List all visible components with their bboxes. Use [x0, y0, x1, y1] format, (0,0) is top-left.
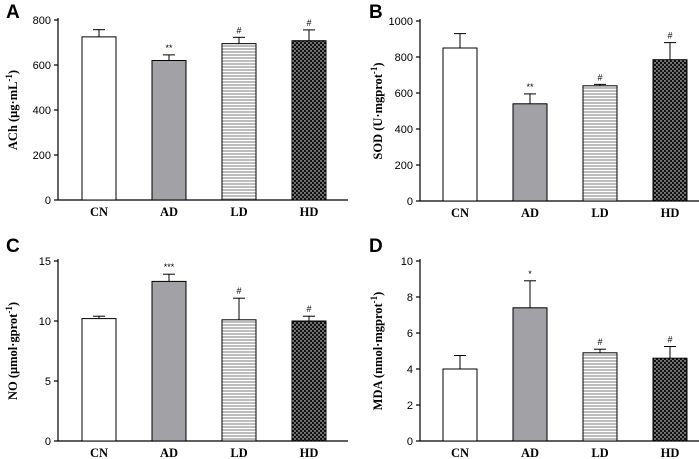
x-tick-label-a-cn: CN — [90, 205, 108, 219]
y-tick-label-c: 0 — [45, 436, 51, 448]
y-axis-label-b: SOD (U·mgprot-1) — [369, 62, 385, 159]
y-tick-label-c: 5 — [45, 376, 51, 388]
bar-d-cn — [442, 368, 478, 442]
bar-d-ad — [512, 307, 548, 442]
y-tick-label-b: 200 — [395, 160, 413, 172]
svg-text:ACh (μg·mL-1): ACh (μg·mL-1) — [4, 70, 20, 150]
bar-c-cn — [81, 318, 117, 442]
panel-letter-a: A — [6, 2, 20, 23]
significance-b-ld: # — [597, 72, 602, 82]
significance-d-ad: * — [528, 269, 532, 279]
x-tick-label-d-ad: AD — [521, 446, 539, 459]
y-tick-label-b: 600 — [395, 88, 413, 100]
y-tick-label-a: 200 — [33, 150, 51, 162]
y-tick-label-b: 400 — [395, 124, 413, 136]
panel-letter-c: C — [6, 236, 20, 257]
y-tick-label-d: 10 — [401, 256, 413, 268]
significance-b-hd: # — [667, 31, 672, 41]
panel-a: A ACh (μg·mL-1) 0 200 400 600 800 CN ** AD # LD # H… — [4, 2, 348, 219]
panel-b: B SOD (U·mgprot-1) 0 200 400 600 800 1000 CN **… — [369, 2, 699, 220]
y-tick-label-d: 0 — [407, 436, 413, 448]
panel-c: C NO (μmol·gprot-1) 0 5 10 15 CN *** AD # LD # HD — [4, 236, 348, 459]
y-axis-label-c: NO (μmol·gprot-1) — [4, 302, 20, 400]
y-tick-label-b: 1000 — [389, 16, 413, 28]
x-tick-label-d-hd: HD — [661, 446, 680, 459]
y-tick-label-a: 400 — [33, 105, 51, 117]
svg-text:MDA (nmol·mgprot-1): MDA (nmol·mgprot-1) — [369, 292, 385, 411]
panel-letter-d: D — [369, 236, 383, 257]
y-tick-label-a: 600 — [33, 60, 51, 72]
y-tick-label-c: 10 — [39, 316, 51, 328]
bar-a-ad — [151, 60, 187, 201]
bar-b-ld — [582, 85, 618, 202]
x-tick-label-b-cn: CN — [451, 206, 469, 220]
x-tick-label-b-hd: HD — [661, 206, 680, 220]
significance-a-hd: # — [306, 18, 311, 28]
y-tick-label-c: 15 — [39, 256, 51, 268]
y-axis-label-a: ACh (μg·mL-1) — [4, 70, 20, 150]
panel-d: D MDA (nmol·mgprot-1) 0 2 4 6 8 10 CN * AD # LD # HD — [369, 236, 699, 459]
y-tick-label-d: 8 — [407, 292, 413, 304]
significance-a-ad: ** — [165, 43, 173, 53]
bar-d-hd — [652, 357, 688, 442]
x-tick-label-d-ld: LD — [591, 446, 608, 459]
bar-a-cn — [81, 36, 117, 201]
x-tick-label-c-ad: AD — [160, 446, 178, 459]
bar-a-ld — [221, 43, 257, 201]
x-tick-label-c-hd: HD — [300, 446, 319, 459]
bar-b-ad — [512, 103, 548, 202]
y-tick-label-a: 800 — [33, 15, 51, 27]
significance-d-hd: # — [667, 335, 672, 345]
y-tick-label-d: 4 — [407, 364, 413, 376]
significance-d-ld: # — [597, 337, 602, 347]
significance-c-ad: *** — [164, 262, 175, 272]
y-tick-label-b: 800 — [395, 52, 413, 64]
svg-text:SOD (U·mgprot-1): SOD (U·mgprot-1) — [369, 62, 385, 159]
x-tick-label-b-ld: LD — [591, 206, 608, 220]
x-tick-label-c-cn: CN — [90, 446, 108, 459]
svg-text:NO (μmol·gprot-1): NO (μmol·gprot-1) — [4, 302, 20, 400]
y-tick-label-a: 0 — [45, 195, 51, 207]
significance-a-ld: # — [236, 25, 241, 35]
bar-c-hd — [291, 320, 327, 442]
y-axis-label-d: MDA (nmol·mgprot-1) — [369, 292, 385, 411]
bar-c-ld — [221, 319, 257, 442]
x-tick-label-b-ad: AD — [521, 206, 539, 220]
bar-d-ld — [582, 352, 618, 442]
bar-b-cn — [442, 47, 478, 202]
x-tick-label-d-cn: CN — [451, 446, 469, 459]
bar-b-hd — [652, 59, 688, 202]
y-tick-label-d: 6 — [407, 328, 413, 340]
x-tick-label-a-ld: LD — [230, 205, 247, 219]
y-tick-label-d: 2 — [407, 400, 413, 412]
y-tick-label-b: 0 — [407, 196, 413, 208]
x-tick-label-a-hd: HD — [300, 205, 319, 219]
significance-b-ad: ** — [526, 82, 534, 92]
x-tick-label-c-ld: LD — [230, 446, 247, 459]
bar-a-hd — [291, 40, 327, 201]
panel-letter-b: B — [369, 2, 383, 23]
significance-c-hd: # — [306, 304, 311, 314]
significance-c-ld: # — [236, 286, 241, 296]
x-tick-label-a-ad: AD — [160, 205, 178, 219]
bar-c-ad — [151, 280, 187, 442]
